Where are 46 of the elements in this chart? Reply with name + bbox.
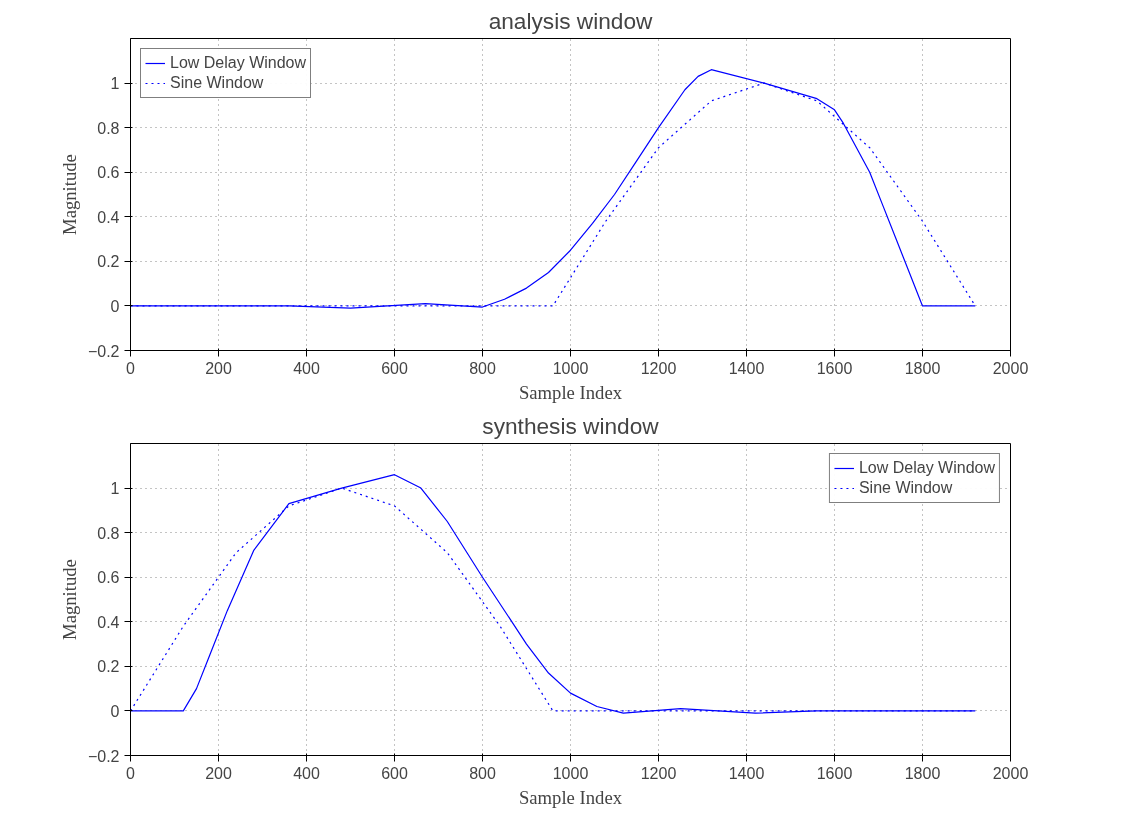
legend-label: Sine Window bbox=[858, 479, 953, 497]
y-tick-label: 1 bbox=[110, 480, 120, 498]
x-tick-label: 1200 bbox=[640, 764, 677, 782]
y-tick-label: 0.6 bbox=[97, 164, 120, 182]
y-tick-label: 0.4 bbox=[97, 613, 120, 631]
x-tick-label: 1000 bbox=[552, 764, 589, 782]
x-tick-label: 400 bbox=[293, 764, 320, 782]
legend-label: Low Delay Window bbox=[170, 54, 307, 72]
x-tick-label: 800 bbox=[469, 359, 496, 377]
y-tick-label: 0.8 bbox=[97, 524, 120, 542]
x-tick-label: 1000 bbox=[552, 359, 589, 377]
x-tick-label: 600 bbox=[381, 359, 408, 377]
y-axis-title: Magnitude bbox=[58, 559, 80, 640]
y-tick-label: 0 bbox=[110, 297, 120, 315]
x-tick-label: 0 bbox=[126, 764, 136, 782]
x-tick-label: 800 bbox=[469, 764, 496, 782]
x-tick-label: 200 bbox=[205, 764, 232, 782]
y-tick-label: 0.6 bbox=[97, 569, 120, 587]
x-tick-label: 1800 bbox=[904, 359, 941, 377]
y-tick-label: −0.2 bbox=[87, 747, 120, 765]
chart-title: synthesis window bbox=[482, 412, 660, 439]
x-tick-label: 1600 bbox=[816, 359, 853, 377]
x-tick-label: 600 bbox=[381, 764, 408, 782]
y-axis-title: Magnitude bbox=[58, 154, 80, 235]
x-tick-label: 1200 bbox=[640, 359, 677, 377]
chart-title: analysis window bbox=[488, 7, 653, 34]
x-tick-label: 1400 bbox=[728, 359, 765, 377]
y-tick-label: −0.2 bbox=[87, 342, 120, 360]
x-axis-title: Sample Index bbox=[518, 381, 623, 403]
x-tick-label: 2000 bbox=[992, 359, 1029, 377]
x-tick-label: 200 bbox=[205, 359, 232, 377]
y-tick-label: 0.8 bbox=[97, 119, 120, 137]
y-tick-label: 1 bbox=[110, 75, 120, 93]
legend-label: Low Delay Window bbox=[858, 459, 995, 477]
x-axis-title: Sample Index bbox=[518, 786, 623, 808]
x-tick-label: 2000 bbox=[992, 764, 1029, 782]
legend-label: Sine Window bbox=[170, 74, 264, 92]
y-tick-label: 0.2 bbox=[97, 253, 120, 271]
x-tick-label: 400 bbox=[293, 359, 320, 377]
y-tick-label: 0.2 bbox=[97, 658, 120, 676]
x-tick-label: 1800 bbox=[904, 764, 941, 782]
y-tick-label: 0.4 bbox=[97, 208, 120, 226]
y-tick-label: 0 bbox=[110, 702, 120, 720]
x-tick-label: 1400 bbox=[728, 764, 765, 782]
x-tick-label: 0 bbox=[126, 359, 136, 377]
x-tick-label: 1600 bbox=[816, 764, 853, 782]
